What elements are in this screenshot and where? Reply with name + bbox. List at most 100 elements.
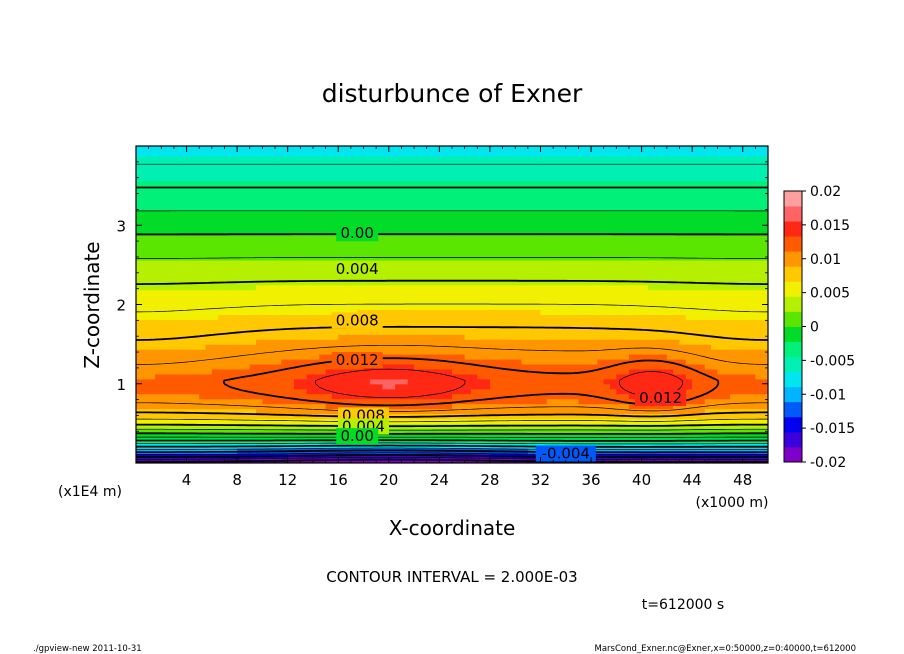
band-cell [268, 284, 276, 291]
band-cell [350, 175, 358, 182]
band-cell [546, 433, 554, 439]
band-cell [401, 358, 409, 365]
band-cell [546, 304, 554, 311]
band-cell [230, 205, 238, 211]
band-cell [521, 358, 529, 365]
band-cell [161, 150, 169, 157]
band-cell [610, 373, 617, 380]
band-cell [572, 210, 579, 216]
band-cell [350, 279, 358, 286]
band-cell [388, 299, 396, 306]
band-cell [357, 250, 365, 256]
band-cell [470, 304, 478, 311]
band-cell [521, 210, 529, 216]
band-cell [565, 279, 573, 286]
band-cell [319, 165, 327, 172]
band-cell [578, 383, 586, 390]
band-cell [142, 269, 150, 276]
band-cell [167, 165, 175, 172]
band-cell [325, 408, 333, 415]
band-cell [591, 324, 598, 330]
band-cell [407, 220, 415, 226]
band-cell [433, 284, 440, 291]
band-cell [249, 393, 257, 400]
band-cell [331, 304, 339, 311]
band-cell [205, 378, 213, 385]
band-cell [401, 235, 409, 241]
band-cell [199, 453, 207, 459]
band-cell [616, 358, 624, 365]
band-cell [515, 195, 523, 202]
band-cell [180, 398, 188, 405]
band-cell [420, 200, 428, 207]
band-cell [464, 383, 472, 390]
band-cell [496, 408, 504, 415]
band-cell [452, 225, 459, 231]
band-cell [433, 155, 440, 162]
band-cell [502, 378, 510, 385]
band-cell [363, 388, 371, 395]
band-cell [420, 264, 428, 271]
band-cell [363, 294, 371, 301]
band-cell [382, 319, 390, 325]
band-cell [331, 200, 339, 207]
band-cell [300, 269, 308, 276]
band-cell [173, 245, 181, 251]
band-cell [464, 146, 472, 152]
band-cell [331, 408, 339, 415]
band-cell [565, 339, 573, 345]
band-cell [319, 264, 327, 271]
band-cell [515, 363, 523, 370]
band-cell [344, 180, 352, 187]
band-cell [496, 250, 504, 256]
band-cell [294, 339, 301, 345]
band-cell [395, 368, 403, 375]
band-cell [464, 358, 472, 365]
band-cell [597, 418, 605, 424]
band-cell [344, 175, 352, 182]
band-cell [540, 403, 548, 410]
band-cell [325, 195, 333, 202]
band-cell [211, 358, 219, 365]
band-cell [464, 264, 472, 271]
band-cell [420, 185, 428, 192]
band-cell [420, 433, 428, 439]
band-cell [256, 314, 263, 320]
band-cell [136, 245, 143, 251]
band-cell [553, 299, 561, 306]
band-cell [546, 413, 554, 420]
band-cell [376, 388, 384, 395]
band-cell [268, 235, 276, 241]
band-cell [237, 210, 245, 216]
band-cell [306, 185, 314, 192]
band-cell [401, 245, 409, 251]
band-cell [161, 319, 169, 325]
band-cell [224, 240, 232, 246]
band-cell [540, 205, 548, 211]
band-cell [521, 299, 529, 306]
band-cell [154, 284, 162, 291]
band-cell [534, 363, 542, 370]
band-cell [136, 294, 143, 301]
band-cell [199, 413, 207, 420]
band-cell [154, 398, 162, 405]
band-cell [376, 195, 384, 202]
band-cell [319, 358, 327, 365]
band-cell [294, 146, 301, 152]
band-cell [192, 250, 200, 256]
band-cell [275, 299, 282, 306]
band-cell [496, 418, 504, 424]
band-cell [622, 339, 630, 345]
band-cell [610, 349, 617, 355]
band-cell [603, 309, 611, 315]
band-cell [357, 245, 365, 251]
band-cell [199, 240, 207, 246]
band-cell [205, 160, 213, 167]
band-cell [382, 373, 390, 380]
band-cell [527, 230, 535, 236]
band-cell [300, 185, 308, 192]
band-cell [363, 334, 371, 340]
band-cell [534, 309, 542, 315]
band-cell [534, 245, 542, 251]
band-cell [180, 210, 188, 216]
